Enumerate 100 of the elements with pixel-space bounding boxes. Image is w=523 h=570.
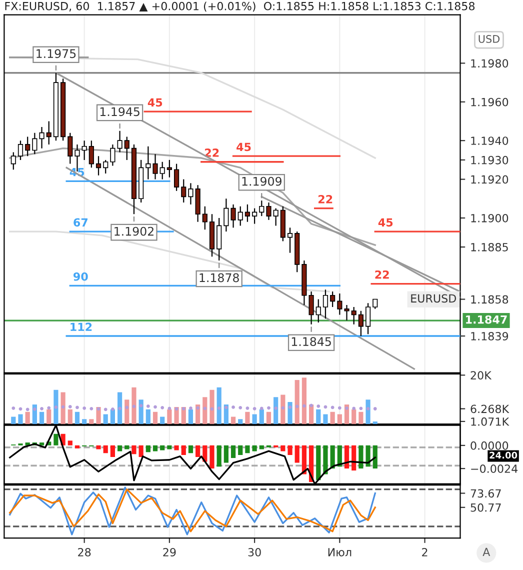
candlestick [273, 208, 278, 226]
candlestick [82, 140, 87, 160]
candlestick [351, 306, 356, 325]
y-tick-label: 1.1980 [471, 59, 508, 68]
bar [366, 400, 370, 424]
bar [352, 445, 356, 470]
text: 24.00 [490, 452, 518, 459]
bar [160, 445, 165, 450]
y-tick-label: 6.268K [470, 404, 510, 414]
bar [366, 445, 370, 467]
bar [110, 445, 116, 457]
bar [230, 445, 236, 458]
y-tick-label: 1.1960 [471, 98, 508, 106]
bar [174, 406, 179, 424]
candlestick [358, 310, 364, 337]
bar [252, 445, 257, 452]
x-tick-label: 29 [163, 548, 176, 556]
candlestick [146, 146, 151, 180]
candlestick [103, 159, 108, 174]
text: USD [478, 35, 500, 43]
bar [252, 414, 257, 424]
candlestick [160, 161, 165, 180]
candlestick [25, 136, 30, 157]
y-tick-label: 1.1940 [471, 136, 508, 145]
series-label: 22 [375, 270, 389, 279]
candlestick [166, 159, 172, 178]
bar [216, 387, 222, 424]
bar [202, 397, 208, 424]
bar [245, 412, 250, 424]
y-tick-label: 50.77 [470, 503, 501, 512]
bar [117, 392, 122, 424]
candlestick [316, 298, 321, 324]
bar [259, 409, 264, 424]
bar [174, 445, 179, 450]
bar [152, 412, 158, 424]
bar [188, 409, 194, 424]
y-tick-label: 1.1900 [471, 214, 508, 222]
bar [132, 445, 136, 454]
candlestick [18, 140, 24, 160]
bar [316, 409, 321, 424]
bar [124, 400, 130, 424]
bar [124, 445, 130, 450]
bar [210, 390, 214, 424]
bar [132, 387, 136, 424]
candlestick [287, 227, 293, 254]
bar [146, 409, 150, 424]
candlestick [266, 202, 272, 220]
bar [138, 445, 144, 457]
chart-title: FX:EURUSD, 60 1.1857 ▲ +0.0001 (+0.01%) O:1.1855 H:1.1858 L:1.1853 C:1.1858 [5, 2, 475, 12]
bar [358, 412, 364, 424]
series-label: 45 [236, 142, 251, 152]
bar [196, 445, 200, 457]
candlestick [117, 130, 122, 153]
y-tick-label: 1.1920 [471, 175, 508, 184]
bar [54, 390, 58, 424]
candlestick [32, 132, 38, 155]
series-label: 45 [148, 98, 162, 107]
candlestick [344, 304, 350, 322]
bar [323, 414, 328, 424]
bar [259, 445, 264, 450]
annotation: 1.1845 [292, 337, 331, 346]
bar [60, 392, 66, 424]
candlestick [365, 302, 371, 335]
bar [337, 414, 342, 424]
bar [25, 412, 30, 424]
bar [96, 406, 101, 424]
bar [68, 409, 72, 424]
x-tick-label: 28 [78, 548, 91, 556]
series-label: 22 [318, 194, 332, 204]
bar [210, 445, 214, 469]
bar [288, 402, 292, 424]
series-label: 45 [378, 218, 393, 227]
bar [160, 416, 165, 424]
annotation: 1.1902 [114, 226, 154, 236]
candlestick [230, 204, 236, 228]
candlestick [174, 163, 180, 192]
x-tick-label: Июл [328, 548, 352, 556]
bar [39, 442, 44, 446]
bar [68, 440, 72, 446]
annotation: 1.1945 [100, 107, 140, 116]
y-tick-label: 20K [470, 371, 492, 380]
bar [288, 445, 292, 456]
bar [344, 445, 350, 469]
series-label: 90 [74, 272, 88, 281]
bar [230, 416, 236, 424]
bar [82, 419, 87, 424]
bar [74, 445, 80, 448]
y-tick-label: 1.1858 [471, 295, 508, 304]
annotation: EURUSD [411, 294, 456, 303]
bar [224, 445, 228, 463]
bar [103, 414, 108, 424]
candlestick [96, 156, 102, 176]
bar [280, 394, 286, 424]
bar [11, 416, 16, 424]
x-tick-label: 2 [422, 548, 428, 556]
bar [117, 445, 122, 452]
candlestick [372, 298, 378, 310]
bar [89, 419, 94, 424]
bar [181, 445, 186, 456]
bar [46, 409, 52, 424]
